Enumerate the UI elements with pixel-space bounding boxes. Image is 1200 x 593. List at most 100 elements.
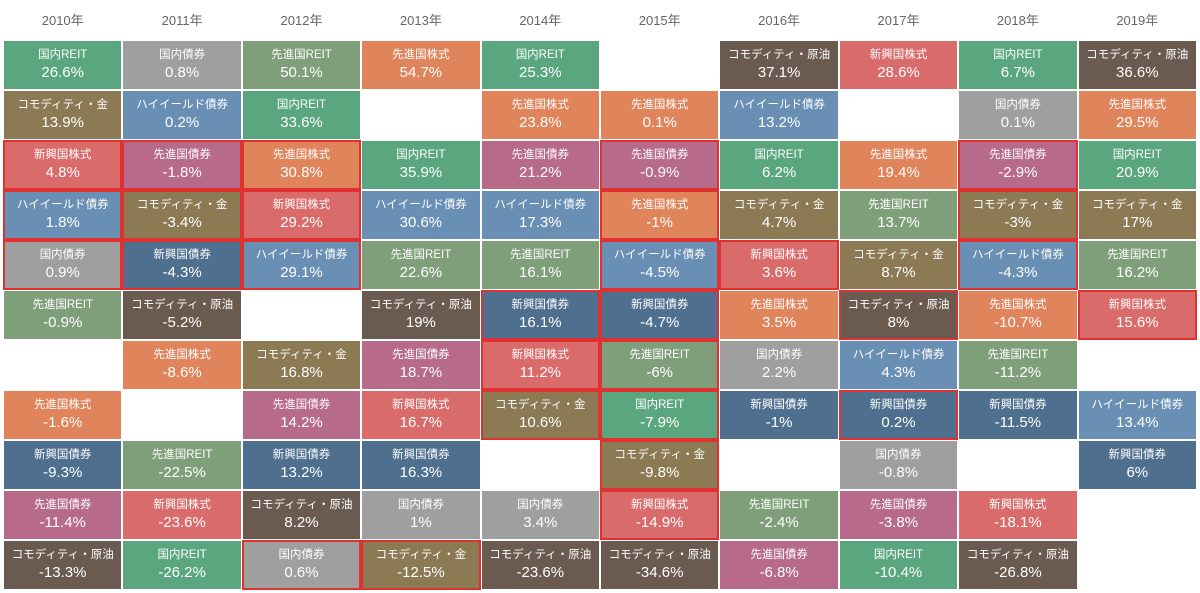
asset-value: 18.7%	[400, 363, 443, 383]
asset-label: コモディティ・原油	[1086, 48, 1188, 63]
asset-label: 新興国債券	[870, 398, 928, 413]
asset-value: 23.8%	[519, 113, 562, 133]
ranking-cell: コモディティ・金-3.4%	[123, 191, 240, 239]
asset-value: 6%	[1126, 463, 1148, 483]
ranking-cell: 国内株式51.5%	[362, 91, 479, 139]
ranking-cell: ハイイールド債券-4.3%	[959, 241, 1076, 289]
ranking-cell: コモディティ・金10.6%	[482, 391, 599, 439]
asset-value: -23.6%	[158, 513, 206, 533]
asset-label: ハイイールド債券	[136, 98, 228, 113]
asset-value: -13.3%	[39, 563, 87, 583]
asset-label: 国内株式	[756, 448, 802, 463]
asset-value: -7.9%	[640, 413, 679, 433]
asset-label: 先進国株式	[392, 48, 450, 63]
ranking-cell: 先進国株式-1.6%	[4, 391, 121, 439]
asset-label: 先進国債券	[631, 148, 689, 163]
asset-value: 13.7%	[877, 213, 920, 233]
asset-value: -1.9%	[760, 463, 799, 483]
asset-value: 35.9%	[400, 163, 443, 183]
ranking-cell: 先進国株式0.1%	[601, 91, 718, 139]
ranking-cell: 新興国株式-18.1%	[959, 491, 1076, 539]
asset-label: 先進国株式	[750, 298, 808, 313]
asset-label: 新興国株式	[750, 248, 808, 263]
ranking-cell: 国内株式19.7%	[840, 91, 957, 139]
asset-value: 1%	[410, 513, 432, 533]
asset-value: 25.3%	[519, 63, 562, 83]
asset-label: 新興国株式	[34, 148, 92, 163]
asset-value: 29.1%	[280, 263, 323, 283]
asset-label: 先進国債券	[273, 398, 331, 413]
asset-value: -18.1%	[994, 513, 1042, 533]
ranking-cell: 国内株式-1.9%	[720, 441, 837, 489]
asset-value: -1%	[49, 363, 76, 383]
asset-value: 37.1%	[758, 63, 801, 83]
ranking-cell	[1079, 491, 1196, 539]
ranking-cell: 先進国REIT16.1%	[482, 241, 599, 289]
asset-value: 50.1%	[280, 63, 323, 83]
ranking-cell: 新興国株式29.2%	[243, 191, 360, 239]
ranking-cell: 先進国株式19.4%	[840, 141, 957, 189]
asset-label: 先進国株式	[153, 348, 211, 363]
ranking-cell: 国内債券0.1%	[959, 91, 1076, 139]
asset-label: 国内株式	[278, 298, 324, 313]
asset-label: コモディティ・金	[256, 348, 347, 363]
asset-label: 先進国債券	[512, 148, 570, 163]
asset-value: 0.8%	[165, 63, 199, 83]
year-header: 2012年	[243, 4, 360, 39]
ranking-cell: 先進国株式3.5%	[720, 291, 837, 339]
ranking-cell: コモディティ・金16.8%	[243, 341, 360, 389]
asset-value: 16.7%	[400, 413, 443, 433]
asset-value: 17%	[1122, 213, 1152, 233]
asset-value: 33.6%	[280, 113, 323, 133]
ranking-cell: コモディティ・金13.9%	[4, 91, 121, 139]
ranking-cell: コモディティ・原油36.6%	[1079, 41, 1196, 89]
ranking-cell: コモディティ・原油37.1%	[720, 41, 837, 89]
asset-value: -6.8%	[760, 563, 799, 583]
asset-label: コモディティ・金	[734, 198, 825, 213]
asset-value: -10.4%	[875, 563, 923, 583]
ranking-cell: コモディティ・原油-5.2%	[123, 291, 240, 339]
ranking-cell: 先進国債券-0.9%	[601, 141, 718, 189]
asset-value: -18.9%	[158, 413, 206, 433]
asset-label: コモディティ・原油	[12, 548, 114, 563]
asset-label: 先進国債券	[989, 148, 1047, 163]
ranking-cell: ハイイールド債券1.8%	[4, 191, 121, 239]
ranking-cell: 国内REIT35.9%	[362, 141, 479, 189]
ranking-cell: 国内株式15.2%	[1079, 341, 1196, 389]
asset-value: -6%	[646, 363, 673, 383]
ranking-cell: コモディティ・原油-13.3%	[4, 541, 121, 589]
asset-value: -17.8%	[994, 463, 1042, 483]
asset-value: -1%	[766, 413, 793, 433]
ranking-cell: コモディティ・原油-34.6%	[601, 541, 718, 589]
asset-value: 16.3%	[400, 463, 443, 483]
asset-label: コモディティ・金	[614, 448, 705, 463]
asset-label: ハイイールド債券	[614, 248, 706, 263]
asset-label: 先進国REIT	[749, 498, 810, 513]
ranking-cell: 先進国債券18.7%	[362, 341, 479, 389]
asset-label: 国内REIT	[754, 148, 803, 163]
asset-label: 国内債券	[875, 448, 921, 463]
asset-value: -3%	[1005, 213, 1032, 233]
ranking-cell: 国内債券-0.8%	[840, 441, 957, 489]
ranking-cell: コモディティ・金17%	[1079, 191, 1196, 239]
ranking-cell: 新興国債券-4.7%	[601, 291, 718, 339]
ranking-cell	[1079, 541, 1196, 589]
ranking-cell: 国内債券0.8%	[123, 41, 240, 89]
asset-value: -22.5%	[158, 463, 206, 483]
ranking-cell: 新興国株式16.7%	[362, 391, 479, 439]
asset-label: 新興国債券	[631, 298, 689, 313]
ranking-cell: ハイイールド債券17.3%	[482, 191, 599, 239]
asset-value: 30.8%	[280, 163, 323, 183]
ranking-cell: 国内債券0.6%	[243, 541, 360, 589]
asset-label: 新興国株式	[273, 198, 331, 213]
asset-label: 新興国債券	[512, 298, 570, 313]
asset-label: 国内REIT	[157, 548, 206, 563]
asset-value: 6.7%	[1001, 63, 1035, 83]
asset-label: 国内債券	[995, 98, 1041, 113]
ranking-cell: 国内株式9.9%	[601, 41, 718, 89]
asset-value: 3.4%	[523, 513, 557, 533]
asset-value: -14.9%	[636, 513, 684, 533]
ranking-cell: コモディティ・金-9.8%	[601, 441, 718, 489]
year-header: 2018年	[959, 4, 1076, 39]
ranking-cell: 先進国債券-1.8%	[123, 141, 240, 189]
